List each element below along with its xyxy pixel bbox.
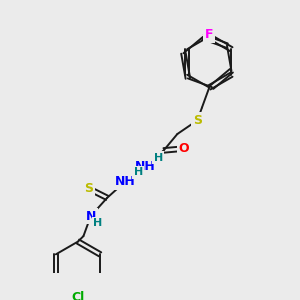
Text: Cl: Cl xyxy=(71,291,85,300)
Text: N: N xyxy=(85,209,96,223)
Text: H: H xyxy=(93,218,103,228)
Text: H: H xyxy=(154,153,163,163)
Text: H: H xyxy=(134,167,143,177)
Text: NH: NH xyxy=(115,175,136,188)
Text: NH: NH xyxy=(135,160,156,173)
Text: F: F xyxy=(205,28,214,41)
Text: O: O xyxy=(178,142,189,155)
Text: S: S xyxy=(193,114,202,127)
Text: S: S xyxy=(84,182,93,195)
